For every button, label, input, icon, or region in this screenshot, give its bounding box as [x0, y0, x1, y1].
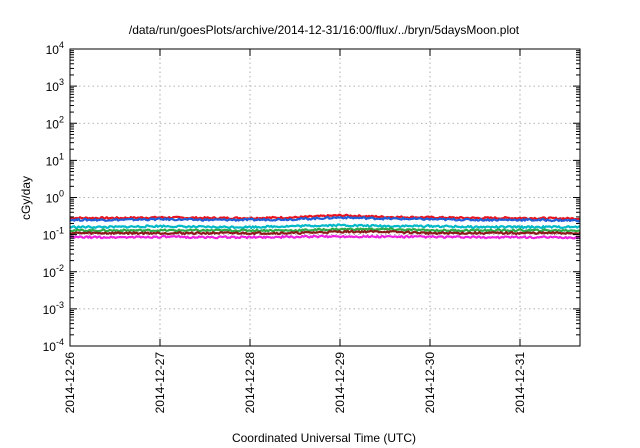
y-tick-label: 101	[46, 151, 64, 168]
y-tick-label: 10-2	[43, 263, 64, 280]
x-axis-label: Coordinated Universal Time (UTC)	[232, 431, 416, 445]
y-tick-label: 100	[46, 189, 64, 206]
x-tick-label: 2014-12-28	[243, 352, 257, 414]
x-tick-label: 2014-12-30	[423, 352, 437, 414]
y-tick-label: 10-1	[43, 226, 64, 243]
y-tick-labels: 10-4 10-3 10-2 10-1 100 101 102 103 104	[43, 40, 580, 354]
y-tick-label: 102	[46, 114, 64, 131]
x-tick-label: 2014-12-27	[153, 352, 167, 414]
series-line	[69, 234, 581, 240]
series-line	[69, 223, 581, 229]
series-line	[69, 227, 581, 233]
grid	[70, 49, 580, 346]
series-line	[69, 215, 581, 223]
series-group	[69, 213, 581, 240]
chart-title: /data/run/goesPlots/archive/2014-12-31/1…	[129, 23, 520, 37]
y-tick-label: 104	[46, 40, 64, 57]
y-tick-label: 103	[46, 77, 64, 94]
series-line	[69, 229, 581, 236]
x-tick-label: 2014-12-31	[513, 352, 527, 414]
y-tick-label: 10-4	[43, 337, 64, 354]
x-tick-labels: 2014-12-26 2014-12-27 2014-12-28 2014-12-29…	[63, 49, 527, 413]
y-axis-label: cGy/day	[19, 176, 33, 220]
series-line	[69, 213, 581, 221]
x-tick-label: 2014-12-29	[333, 352, 347, 414]
x-tick-label: 2014-12-26	[63, 352, 77, 414]
y-tick-label: 10-3	[43, 300, 64, 317]
